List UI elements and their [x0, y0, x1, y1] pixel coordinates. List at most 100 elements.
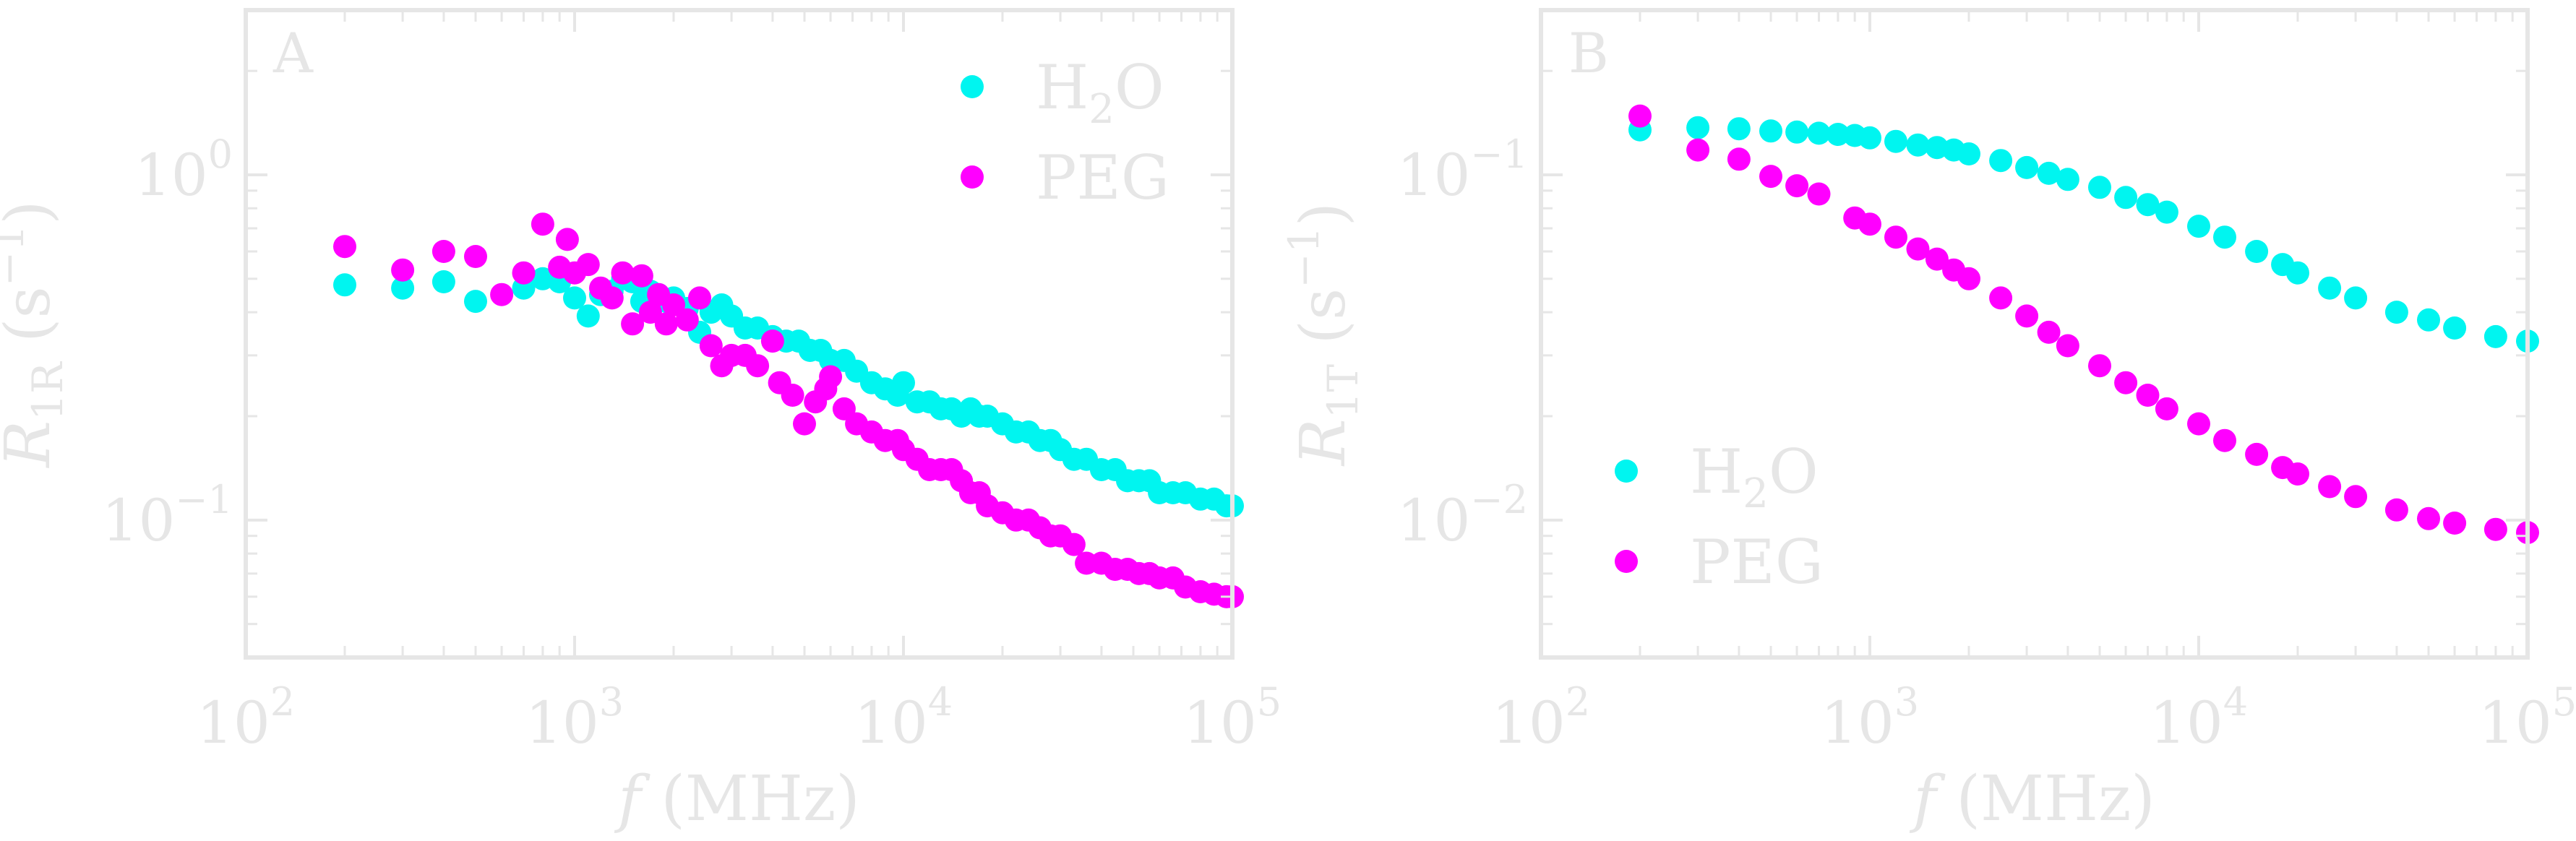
data-point	[2015, 304, 2039, 328]
data-point	[675, 308, 699, 332]
data-point	[2088, 354, 2111, 378]
data-point	[2187, 215, 2210, 238]
data-point	[2417, 506, 2440, 530]
data-point	[576, 304, 600, 328]
y-tick-label: 10−1	[1397, 131, 1528, 209]
data-point	[688, 286, 711, 310]
data-point	[746, 354, 770, 378]
x-tick-label: 105	[1183, 679, 1281, 756]
data-point	[621, 312, 645, 336]
panel-b: 102 103 104 105 10−2 10−1 f (MHz) R1T (s−1) B H2O…	[1279, 8, 2576, 835]
data-point	[1884, 129, 1907, 153]
data-point	[1628, 104, 1652, 128]
legend-marker	[1615, 460, 1638, 483]
data-point	[2286, 261, 2309, 285]
data-point	[1989, 286, 2013, 310]
data-point	[699, 334, 723, 358]
data-point	[1686, 138, 1710, 162]
data-point	[2344, 286, 2368, 310]
data-point	[1062, 532, 1086, 556]
data-point	[1858, 126, 1881, 150]
data-point	[2114, 371, 2138, 394]
data-point	[464, 290, 487, 314]
data-point	[2056, 168, 2079, 191]
x-tick-label: 102	[197, 679, 295, 756]
legend-entry: PEG	[1690, 527, 1824, 598]
x-axis: 102 103 104 105	[1492, 10, 2576, 756]
data-point	[333, 273, 356, 297]
x-axis-label: f (MHz)	[614, 763, 860, 835]
data-point	[2344, 485, 2368, 509]
series-h2o	[1628, 116, 2539, 353]
data-point	[2245, 240, 2269, 263]
series-peg	[333, 212, 1244, 608]
legend: H2O PEG	[1615, 436, 1824, 598]
panel-label: B	[1568, 21, 1609, 85]
data-point	[2136, 193, 2160, 217]
y-axis: 10−1 100	[102, 9, 1232, 659]
data-point	[2155, 397, 2178, 420]
data-point	[531, 212, 554, 236]
legend-entry: H2O	[1036, 52, 1164, 133]
data-markers	[333, 212, 1244, 608]
panel-label: A	[272, 21, 314, 85]
data-point	[1807, 121, 1831, 145]
data-point	[2213, 225, 2236, 249]
legend: H2O PEG	[961, 52, 1169, 213]
data-point	[1785, 174, 1809, 198]
legend-marker	[961, 75, 984, 98]
legend-entry: H2O	[1690, 436, 1819, 517]
data-point	[563, 286, 586, 310]
data-point	[333, 235, 356, 259]
data-point	[391, 276, 415, 300]
y-tick-label: 10−1	[102, 477, 233, 554]
legend-marker	[961, 165, 984, 189]
data-point	[819, 365, 843, 389]
data-point	[2015, 155, 2039, 179]
data-point	[2213, 428, 2236, 452]
x-tick-label: 102	[1492, 679, 1590, 756]
x-tick-label: 103	[1821, 679, 1919, 756]
data-point	[654, 312, 678, 336]
data-point	[1858, 212, 1881, 236]
plot-frame	[1539, 8, 2530, 660]
data-point	[2384, 498, 2408, 522]
y-axis-label: R1R (s−1)	[0, 200, 72, 468]
data-point	[2155, 200, 2178, 224]
data-point	[1989, 149, 2013, 173]
legend-marker	[1615, 550, 1638, 573]
data-point	[432, 240, 455, 263]
data-point	[555, 228, 579, 251]
data-point	[2286, 462, 2309, 486]
y-axis: 10−2 10−1	[1397, 9, 2528, 659]
data-point	[1686, 116, 1710, 139]
data-point	[2088, 176, 2111, 199]
data-point	[1957, 267, 1980, 290]
data-point	[1727, 147, 1751, 171]
data-point	[2318, 475, 2342, 499]
x-axis: 102 103 104 105	[197, 10, 1281, 756]
data-point	[576, 253, 600, 277]
data-point	[611, 261, 635, 285]
plot-frame	[244, 8, 1235, 660]
legend-entry: PEG	[1036, 142, 1169, 213]
data-point	[1759, 165, 1782, 189]
data-point	[464, 245, 487, 268]
data-point	[432, 270, 455, 293]
data-point	[630, 264, 653, 288]
data-point	[512, 261, 536, 285]
data-point	[600, 286, 624, 310]
data-point	[1884, 225, 1907, 249]
data-point	[2037, 320, 2061, 344]
x-tick-label: 105	[2478, 679, 2576, 756]
data-point	[2245, 442, 2269, 466]
data-point	[2443, 512, 2467, 535]
x-axis-label: f (MHz)	[1909, 763, 2155, 835]
data-point	[793, 412, 816, 436]
series-peg	[1628, 104, 2539, 545]
data-point	[2056, 334, 2079, 358]
data-point	[2483, 517, 2507, 541]
data-point	[391, 258, 415, 282]
data-point	[1906, 237, 1930, 261]
